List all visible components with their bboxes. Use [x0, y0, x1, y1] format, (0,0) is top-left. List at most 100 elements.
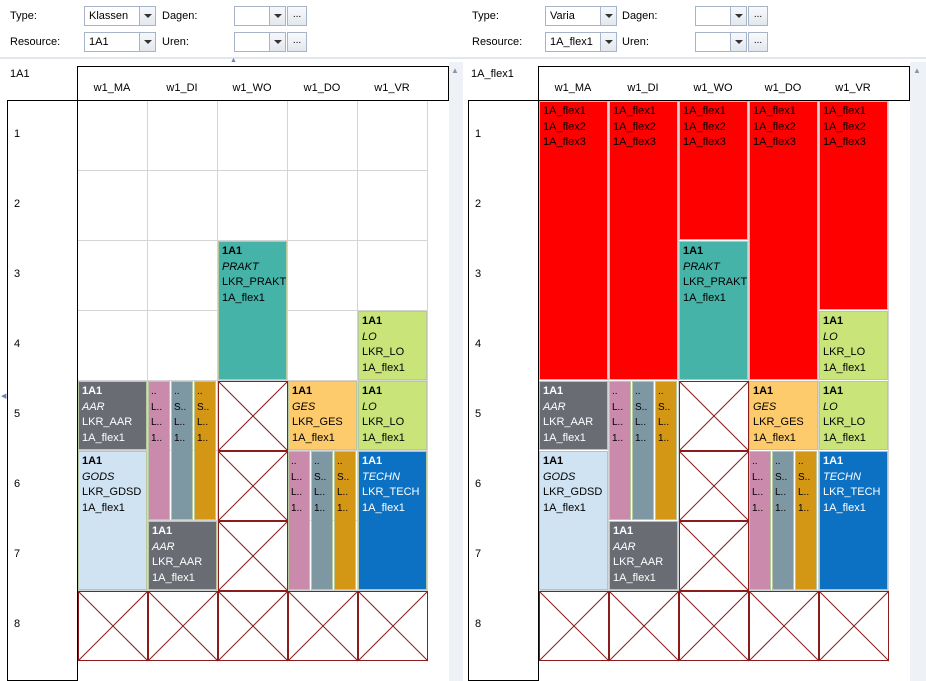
lesson-subject: GODS — [543, 470, 576, 483]
lesson-subject: AAR — [613, 540, 636, 553]
lesson-block-narrow[interactable]: .. S.. L.. 1.. — [632, 381, 654, 520]
dagen-browse-button[interactable]: ... — [748, 6, 768, 26]
lesson-block-narrow[interactable]: .. S.. L.. 1.. — [655, 381, 677, 520]
lesson-block-narrow[interactable]: .. S.. L.. 1.. — [772, 451, 794, 590]
lesson-block-narrow[interactable]: .. S.. L.. 1.. — [334, 451, 356, 590]
flex-block[interactable]: 1A_flex1 1A_flex2 1A_flex3 — [539, 101, 608, 380]
uren-select[interactable] — [695, 32, 747, 52]
lesson-block[interactable]: 1A1 AAR LKR_AAR 1A_flex1 — [539, 381, 608, 450]
chevron-down-icon[interactable] — [600, 33, 616, 51]
day-header[interactable]: w1_MA — [93, 82, 131, 94]
grid-line — [357, 100, 358, 662]
lesson-block-narrow[interactable]: .. S.. L.. 1.. — [311, 451, 333, 590]
uren-select[interactable] — [234, 32, 286, 52]
day-header[interactable]: w1_DI — [166, 82, 198, 94]
chevron-down-icon[interactable] — [139, 33, 155, 51]
resource-select[interactable]: 1A1 — [84, 32, 156, 52]
lesson-group: 1A_flex1 — [152, 571, 195, 584]
scroll-up-icon[interactable]: ▲ — [913, 66, 921, 75]
blocked-cell[interactable] — [679, 521, 749, 591]
vertical-scrollbar[interactable] — [449, 62, 463, 681]
lesson-class: .. — [775, 456, 781, 467]
grid-line — [678, 100, 679, 662]
blocked-cell[interactable] — [218, 521, 288, 591]
blocked-cell[interactable] — [609, 591, 679, 661]
lesson-block-narrow[interactable]: .. L.. L.. 1.. — [609, 381, 631, 520]
flex-block[interactable]: 1A_flex1 1A_flex2 1A_flex3 — [819, 101, 888, 310]
lesson-class: .. — [752, 456, 758, 467]
day-header[interactable]: w1_WO — [693, 82, 733, 94]
blocked-cell[interactable] — [679, 451, 749, 521]
chevron-down-icon[interactable] — [730, 7, 746, 25]
lesson-block[interactable]: 1A1 GES LKR_GES 1A_flex1 — [288, 381, 357, 450]
uren-browse-button[interactable]: ... — [287, 32, 307, 52]
blocked-cell[interactable] — [539, 591, 609, 661]
lesson-block-narrow[interactable]: .. L.. L.. 1.. — [288, 451, 310, 590]
lesson-block[interactable]: 1A1 PRAKT LKR_PRAKT 1A_flex1 — [679, 241, 748, 380]
day-header[interactable]: w1_MA — [554, 82, 592, 94]
lesson-subject: LO — [362, 400, 377, 413]
lesson-block[interactable]: 1A1 GODS LKR_GDSD 1A_flex1 — [539, 451, 608, 590]
blocked-cell[interactable] — [148, 591, 218, 661]
scroll-up-icon[interactable]: ▲ — [451, 66, 459, 75]
lesson-room: LKR_LO — [362, 416, 405, 428]
chevron-down-icon[interactable] — [139, 7, 155, 25]
lesson-block[interactable]: 1A1 GES LKR_GES 1A_flex1 — [749, 381, 818, 450]
lesson-room: L.. — [635, 417, 647, 428]
lesson-block[interactable]: 1A1 PRAKT LKR_PRAKT 1A_flex1 — [218, 241, 287, 380]
chevron-down-icon[interactable] — [269, 33, 285, 51]
blocked-cell[interactable] — [288, 591, 358, 661]
blocked-cell[interactable] — [218, 381, 288, 451]
blocked-cell[interactable] — [679, 381, 749, 451]
day-header-frame — [77, 66, 449, 101]
resource-select[interactable]: 1A_flex1 — [545, 32, 617, 52]
blocked-cell[interactable] — [819, 591, 889, 661]
splitter-arrow-icon[interactable]: ◀ — [1, 393, 7, 400]
lesson-block[interactable]: 1A1 LO LKR_LO 1A_flex1 — [358, 381, 427, 450]
lesson-block[interactable]: 1A1 AAR LKR_AAR 1A_flex1 — [78, 381, 147, 450]
lesson-block-narrow[interactable]: .. S.. L.. 1.. — [194, 381, 216, 520]
flex-block[interactable]: 1A_flex1 1A_flex2 1A_flex3 — [609, 101, 678, 380]
chevron-down-icon[interactable] — [730, 33, 746, 51]
hour-label: 6 — [475, 478, 482, 490]
lesson-block-narrow[interactable]: .. L.. L.. 1.. — [148, 381, 170, 520]
day-header[interactable]: w1_DO — [764, 82, 802, 94]
flex-block[interactable]: 1A_flex1 1A_flex2 1A_flex3 — [679, 101, 748, 240]
lesson-block[interactable]: 1A1 AAR LKR_AAR 1A_flex1 — [148, 521, 217, 590]
day-header[interactable]: w1_VR — [374, 82, 410, 94]
lesson-block-narrow[interactable]: .. L.. L.. 1.. — [749, 451, 771, 590]
blocked-cell[interactable] — [218, 591, 288, 661]
lesson-block[interactable]: 1A1 TECHN LKR_TECH 1A_flex1 — [819, 451, 888, 590]
flex-block[interactable]: 1A_flex1 1A_flex2 1A_flex3 — [749, 101, 818, 380]
type-select[interactable]: Klassen — [84, 6, 156, 26]
lesson-block[interactable]: 1A1 LO LKR_LO 1A_flex1 — [358, 311, 427, 380]
lesson-block[interactable]: 1A1 AAR LKR_AAR 1A_flex1 — [609, 521, 678, 590]
day-header[interactable]: w1_WO — [232, 82, 272, 94]
dagen-select[interactable] — [695, 6, 747, 26]
lesson-block[interactable]: 1A1 GODS LKR_GDSD 1A_flex1 — [78, 451, 147, 590]
lesson-subject: LO — [362, 330, 377, 343]
dagen-select[interactable] — [234, 6, 286, 26]
blocked-cell[interactable] — [358, 591, 428, 661]
chevron-down-icon[interactable] — [600, 7, 616, 25]
lesson-block[interactable]: 1A1 LO LKR_LO 1A_flex1 — [819, 311, 888, 380]
day-header[interactable]: w1_VR — [835, 82, 871, 94]
chevron-down-icon[interactable] — [269, 7, 285, 25]
lesson-block-narrow[interactable]: .. S.. L.. 1.. — [171, 381, 193, 520]
blocked-cell[interactable] — [218, 451, 288, 521]
type-select[interactable]: Varia — [545, 6, 617, 26]
blocked-cell[interactable] — [78, 591, 148, 661]
hour-label: 2 — [14, 198, 21, 210]
lesson-block-narrow[interactable]: .. S.. L.. 1.. — [795, 451, 817, 590]
uren-browse-button[interactable]: ... — [748, 32, 768, 52]
vertical-scrollbar[interactable] — [910, 62, 926, 681]
lesson-group: 1A_flex1 — [543, 431, 586, 444]
day-header[interactable]: w1_DI — [627, 82, 659, 94]
blocked-cell[interactable] — [749, 591, 819, 661]
blocked-cell[interactable] — [679, 591, 749, 661]
lesson-block[interactable]: 1A1 TECHN LKR_TECH 1A_flex1 — [358, 451, 427, 590]
collapse-arrow-icon[interactable]: ▲ — [230, 57, 237, 64]
lesson-block[interactable]: 1A1 LO LKR_LO 1A_flex1 — [819, 381, 888, 450]
dagen-browse-button[interactable]: ... — [287, 6, 307, 26]
day-header[interactable]: w1_DO — [303, 82, 341, 94]
